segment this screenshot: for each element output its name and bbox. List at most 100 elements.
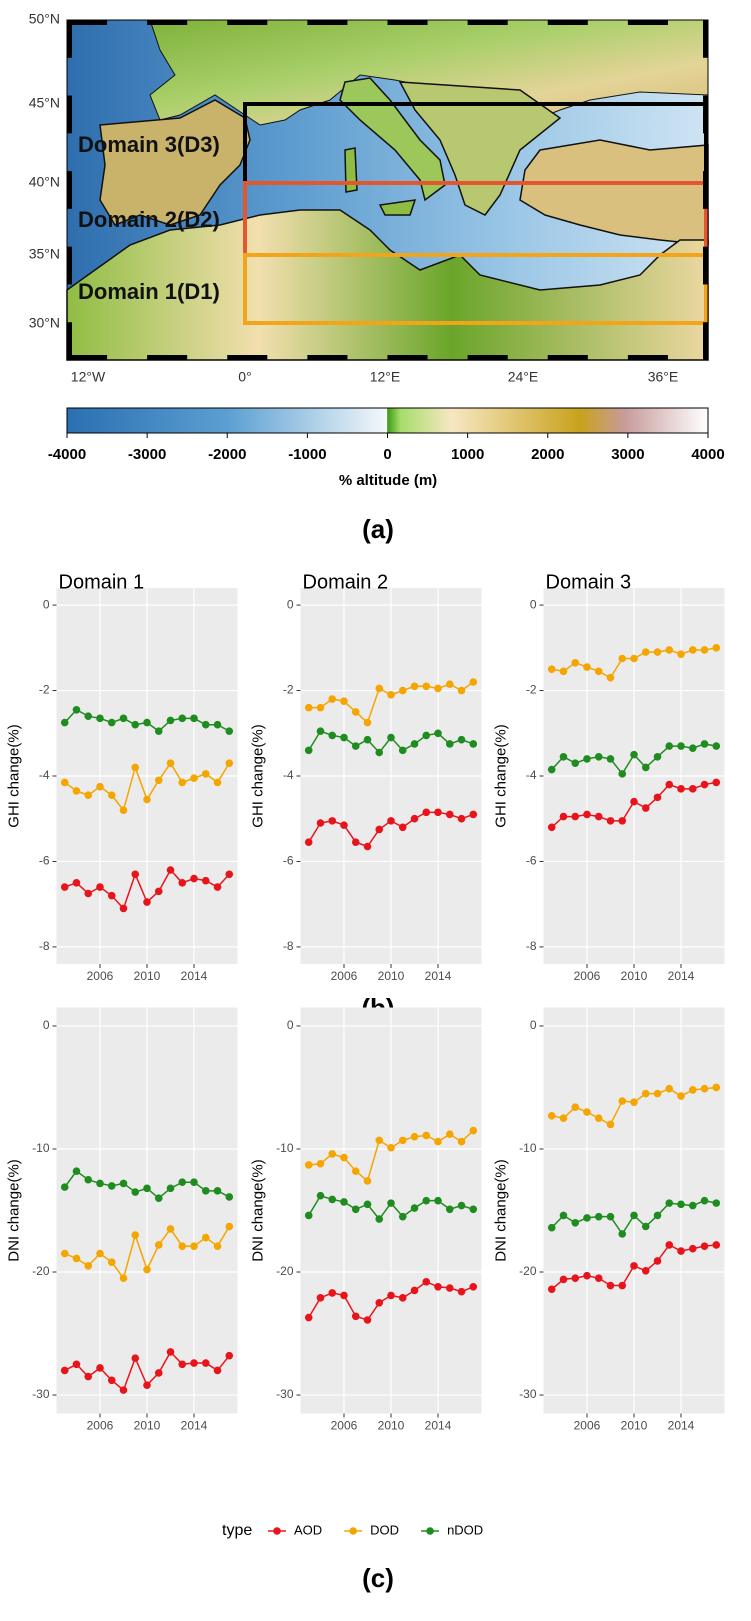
data-point	[190, 1359, 198, 1367]
colorbar-tick-label: 0	[383, 446, 391, 463]
island	[345, 148, 357, 192]
data-point	[595, 1114, 603, 1122]
data-point	[595, 813, 603, 821]
data-point	[595, 753, 603, 761]
data-point	[560, 1114, 568, 1122]
data-point	[340, 1198, 348, 1206]
data-point	[422, 1132, 430, 1140]
data-point	[665, 742, 673, 750]
y-axis-label: DNI change(%)	[249, 1159, 266, 1262]
data-point	[548, 1112, 556, 1120]
data-point	[143, 1266, 151, 1274]
y-tick-label: -8	[526, 939, 537, 953]
data-point	[701, 646, 709, 654]
x-tick-label: 2014	[425, 1419, 452, 1433]
data-point	[434, 1283, 442, 1291]
frame-tick	[67, 20, 72, 58]
data-point	[618, 655, 626, 663]
data-point	[352, 742, 360, 750]
x-tick-label: 2014	[181, 1419, 208, 1433]
data-point	[61, 779, 69, 787]
data-point	[712, 742, 720, 750]
data-point	[689, 1202, 697, 1210]
data-point	[375, 826, 383, 834]
data-point	[469, 1205, 477, 1213]
y-tick-label: -6	[283, 854, 294, 868]
data-point	[364, 1316, 372, 1324]
data-point	[677, 1092, 685, 1100]
data-point	[411, 1287, 419, 1295]
data-point	[618, 1230, 626, 1238]
data-point	[458, 736, 466, 744]
data-point	[642, 1090, 650, 1098]
frame-tick	[548, 355, 588, 360]
data-point	[642, 764, 650, 772]
data-point	[469, 811, 477, 819]
data-point	[167, 1348, 175, 1356]
data-point	[560, 813, 568, 821]
frame-tick	[703, 96, 708, 134]
data-point	[202, 1234, 210, 1242]
data-point	[178, 1178, 186, 1186]
data-point	[375, 1137, 383, 1145]
data-point	[225, 727, 233, 735]
data-point	[143, 1185, 151, 1193]
frame-tick	[67, 247, 72, 285]
data-point	[340, 821, 348, 829]
y-tick-label: -4	[526, 768, 537, 782]
x-tick-label: 2006	[331, 1419, 358, 1433]
data-point	[73, 706, 81, 714]
data-point	[595, 668, 603, 676]
lon-label: 12°E	[370, 369, 401, 385]
data-point	[328, 817, 336, 825]
data-point	[317, 727, 325, 735]
data-point	[108, 719, 116, 727]
data-point	[560, 753, 568, 761]
frame-tick	[227, 355, 267, 360]
y-tick-label: -10	[519, 1141, 537, 1155]
data-point	[595, 1213, 603, 1221]
x-tick-label: 2010	[621, 969, 648, 983]
legend-key	[273, 1527, 281, 1535]
data-point	[61, 719, 69, 727]
data-point	[143, 796, 151, 804]
data-point	[328, 1289, 336, 1297]
legend-label: AOD	[294, 1522, 322, 1537]
data-point	[108, 1258, 116, 1266]
data-point	[178, 1360, 186, 1368]
data-point	[202, 721, 210, 729]
data-point	[665, 1085, 673, 1093]
data-point	[446, 1205, 454, 1213]
data-point	[689, 1086, 697, 1094]
data-point	[120, 905, 128, 913]
frame-tick	[468, 20, 508, 25]
y-tick-label: -30	[276, 1387, 294, 1401]
data-point	[305, 1212, 313, 1220]
data-point	[155, 1241, 163, 1249]
data-point	[422, 682, 430, 690]
y-tick-label: -2	[39, 683, 50, 697]
data-point	[618, 1282, 626, 1290]
frame-tick	[67, 355, 107, 360]
data-point	[305, 747, 313, 755]
data-point	[458, 815, 466, 823]
data-point	[642, 1223, 650, 1231]
caption: (c)	[362, 1563, 394, 1593]
data-point	[387, 1199, 395, 1207]
data-point	[387, 1144, 395, 1152]
x-tick-label: 2006	[87, 969, 114, 983]
data-point	[190, 715, 198, 723]
data-point	[630, 751, 638, 759]
x-tick-label: 2006	[87, 1419, 114, 1433]
data-point	[167, 866, 175, 874]
data-point	[167, 1185, 175, 1193]
data-point	[73, 1255, 81, 1263]
data-point	[375, 749, 383, 757]
data-point	[642, 1267, 650, 1275]
y-tick-label: 0	[287, 1018, 294, 1032]
data-point	[387, 1292, 395, 1300]
data-point	[399, 823, 407, 831]
data-point	[73, 787, 81, 795]
frame-tick	[67, 20, 107, 25]
data-point	[155, 888, 163, 896]
